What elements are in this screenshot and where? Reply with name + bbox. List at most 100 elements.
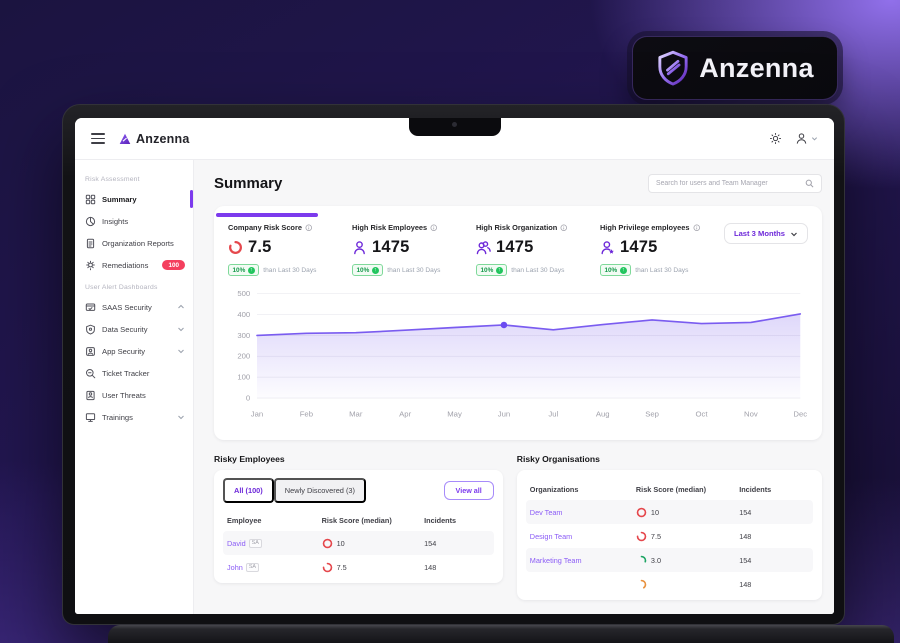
stat-value: 1475 xyxy=(495,238,534,256)
count-badge: 100 xyxy=(162,260,185,270)
settings-gear-icon[interactable] xyxy=(769,132,782,145)
search-box[interactable] xyxy=(648,174,822,193)
table-row[interactable]: Dev Team 10 154 xyxy=(525,500,813,524)
laptop-base xyxy=(108,625,894,643)
svg-text:Oct: Oct xyxy=(695,409,708,418)
document-icon xyxy=(85,238,96,249)
sidebar-item-label: SAAS Security xyxy=(102,302,152,312)
stat-card-high-privilege-employees: High Privilege employees 1475 10% ↑ than Las… xyxy=(599,223,724,276)
svg-text:Jan: Jan xyxy=(251,409,263,418)
tab-all-100[interactable]: All (100) xyxy=(223,478,274,503)
anzenna-shield-logo-icon xyxy=(656,50,690,86)
table-row[interactable]: 148 xyxy=(526,572,813,596)
main-content: Summary Compa xyxy=(194,160,834,614)
sidebar-item-saas-security[interactable]: SAAS Security xyxy=(75,296,193,318)
svg-text:Nov: Nov xyxy=(744,409,758,418)
highlight-dot xyxy=(500,321,508,329)
risk-score-value: 10 xyxy=(650,507,660,517)
risk-score-value: 3.0 xyxy=(650,555,662,565)
sidebar-item-label: App Security xyxy=(102,346,146,356)
column-header: Incidents xyxy=(739,484,772,494)
overview-card: Company Risk Score 7.5 10% ↑ than Last 30 Da… xyxy=(214,206,822,440)
view-all-button[interactable]: View all xyxy=(443,481,494,500)
tab-newly-discovered-3[interactable]: Newly Discovered (3) xyxy=(273,478,366,503)
user-threats-icon xyxy=(85,390,96,401)
change-badge: 10% ↑ xyxy=(599,264,632,276)
risk-score-ring-icon xyxy=(636,507,647,518)
sidebar-item-user-threats[interactable]: User Threats xyxy=(75,384,193,406)
person-star-icon xyxy=(600,240,615,255)
risk-score-value: 7.5 xyxy=(336,562,347,572)
app-icon xyxy=(85,346,96,357)
change-badge: 10% ↑ xyxy=(475,264,508,276)
sidebar-item-ticket-tracker[interactable]: Ticket Tracker xyxy=(75,362,193,384)
organization-name[interactable]: Dev Team xyxy=(529,507,563,517)
risk-score-value: 10 xyxy=(336,538,345,548)
table-row[interactable]: Design Team 7.5 148 xyxy=(526,524,813,548)
brand-badge-label: Anzenna xyxy=(699,52,814,83)
sidebar-item-label: Organization Reports xyxy=(102,238,174,248)
menu-hamburger-icon[interactable] xyxy=(91,133,105,144)
arrow-up-icon: ↑ xyxy=(371,266,379,274)
sidebar-item-trainings[interactable]: Trainings xyxy=(75,406,193,428)
sidebar-item-app-security[interactable]: App Security xyxy=(75,340,193,362)
sidebar-section-label: Risk Assessment xyxy=(85,176,140,183)
search-icon xyxy=(805,179,814,188)
search-input[interactable] xyxy=(656,180,800,187)
svg-text:Apr: Apr xyxy=(399,409,411,418)
table-header-row: Organizations Risk Score (median) Incident… xyxy=(526,478,813,500)
svg-text:0: 0 xyxy=(246,393,250,402)
ticket-icon xyxy=(85,368,96,379)
organization-name[interactable]: Marketing Team xyxy=(529,555,582,565)
employee-name[interactable]: John SA xyxy=(227,562,322,572)
app-logo[interactable]: Anzenna xyxy=(119,132,190,146)
sidebar-section-label: User Alert Dashboards xyxy=(85,284,158,291)
saas-icon xyxy=(85,302,96,313)
brand-badge: Anzenna xyxy=(632,36,838,100)
info-icon xyxy=(305,224,313,232)
sidebar-item-summary[interactable]: Summary xyxy=(75,188,193,210)
stat-card-company-risk-score: Company Risk Score 7.5 10% ↑ than Last 30 Da… xyxy=(228,223,352,276)
info-icon xyxy=(693,224,701,232)
svg-text:300: 300 xyxy=(237,331,250,340)
chevron-down-icon xyxy=(811,137,818,141)
incidents-value: 154 xyxy=(424,538,437,548)
shield-icon xyxy=(85,324,96,335)
stat-value: 1475 xyxy=(619,238,658,256)
svg-text:200: 200 xyxy=(237,352,250,361)
risky-organisations-title: Risky Organisations xyxy=(516,454,600,464)
chart-svg: 0 100 200 300 400 500 Jan Feb Mar Apr May Jun Jul Aug… xyxy=(237,289,807,418)
stat-label: Company Risk Score xyxy=(228,223,302,232)
change-badge: 10% ↑ xyxy=(351,264,384,276)
user-avatar-icon xyxy=(796,133,807,144)
change-caption: than Last 30 Days xyxy=(387,266,441,274)
employee-name[interactable]: David SA xyxy=(227,538,322,548)
sidebar-item-insights[interactable]: Insights xyxy=(75,210,193,232)
chevron-down-icon xyxy=(791,232,797,236)
organization-name[interactable]: Design Team xyxy=(529,531,573,541)
chevron-down-icon xyxy=(177,347,185,355)
table-row[interactable]: Marketing Team 3.0 154 xyxy=(525,548,813,572)
risky-organisations-section: Risky Organisations Organizations Risk Sc… xyxy=(516,454,822,600)
risk-score-ring-icon xyxy=(636,579,647,590)
chevron-down-icon xyxy=(177,325,185,333)
svg-text:Feb: Feb xyxy=(300,409,313,418)
table-row[interactable]: David SA 10 154 xyxy=(223,531,494,555)
sidebar-item-data-security[interactable]: Data Security xyxy=(75,318,193,340)
stat-card-high-risk-organization: High Risk Organization 1475 10% ↑ than Last … xyxy=(475,223,600,276)
risk-score-value: 7.5 xyxy=(650,531,662,541)
period-selector[interactable]: Last 3 Months xyxy=(723,223,808,244)
sidebar-item-organization-reports[interactable]: Organization Reports xyxy=(75,232,193,254)
arrow-up-icon: ↑ xyxy=(619,266,627,274)
arrow-up-icon: ↑ xyxy=(247,266,255,274)
svg-text:100: 100 xyxy=(237,373,250,382)
sidebar: Risk Assessment Summary Insights Organizati… xyxy=(75,160,194,614)
profile-menu[interactable] xyxy=(795,132,818,145)
sidebar-item-label: Trainings xyxy=(102,412,133,422)
incidents-value: 154 xyxy=(739,507,752,517)
sidebar-item-remediations[interactable]: Remediations 100 xyxy=(75,254,193,276)
sidebar-item-label: Data Security xyxy=(102,324,148,334)
table-row[interactable]: John SA 7.5 148 xyxy=(223,555,494,579)
period-label: Last 3 Months xyxy=(733,229,785,238)
chevron-up-icon xyxy=(177,303,185,311)
